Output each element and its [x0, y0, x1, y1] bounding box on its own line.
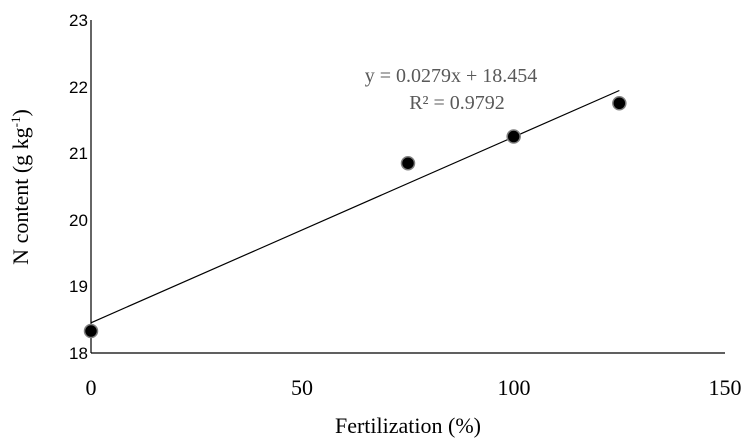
y-tick-labels: 18 19 20 21 22 23 — [69, 11, 88, 363]
data-point — [612, 96, 627, 111]
y-axis-title: N content (g kg-1) — [8, 109, 33, 265]
linear-trendline — [90, 89, 620, 324]
x-tick-label: 100 — [498, 375, 531, 400]
data-point — [400, 155, 416, 171]
y-tick-label: 20 — [69, 211, 88, 230]
trendline-equation: y = 0.0279x + 18.454 — [365, 65, 538, 87]
x-tick-labels: 0 50 100 150 — [86, 375, 742, 400]
y-axis-title-close: ) — [8, 109, 33, 116]
x-axis-title: Fertilization (%) — [335, 413, 481, 438]
y-tick-label: 21 — [69, 144, 88, 163]
y-tick-label: 18 — [69, 344, 88, 363]
data-points — [83, 96, 627, 339]
x-tick-label: 50 — [291, 375, 313, 400]
x-tick-label: 0 — [86, 375, 97, 400]
y-axis-title-main: N content (g kg — [8, 127, 33, 264]
y-tick-label: 19 — [69, 277, 88, 296]
y-tick-label: 22 — [69, 78, 88, 97]
data-point — [83, 323, 99, 339]
x-tick-label: 150 — [709, 375, 742, 400]
y-axis-title-superscript: -1 — [8, 117, 23, 128]
y-tick-label: 23 — [69, 11, 88, 30]
r-squared-label: R² = 0.9792 — [409, 92, 505, 114]
data-point — [506, 129, 521, 144]
